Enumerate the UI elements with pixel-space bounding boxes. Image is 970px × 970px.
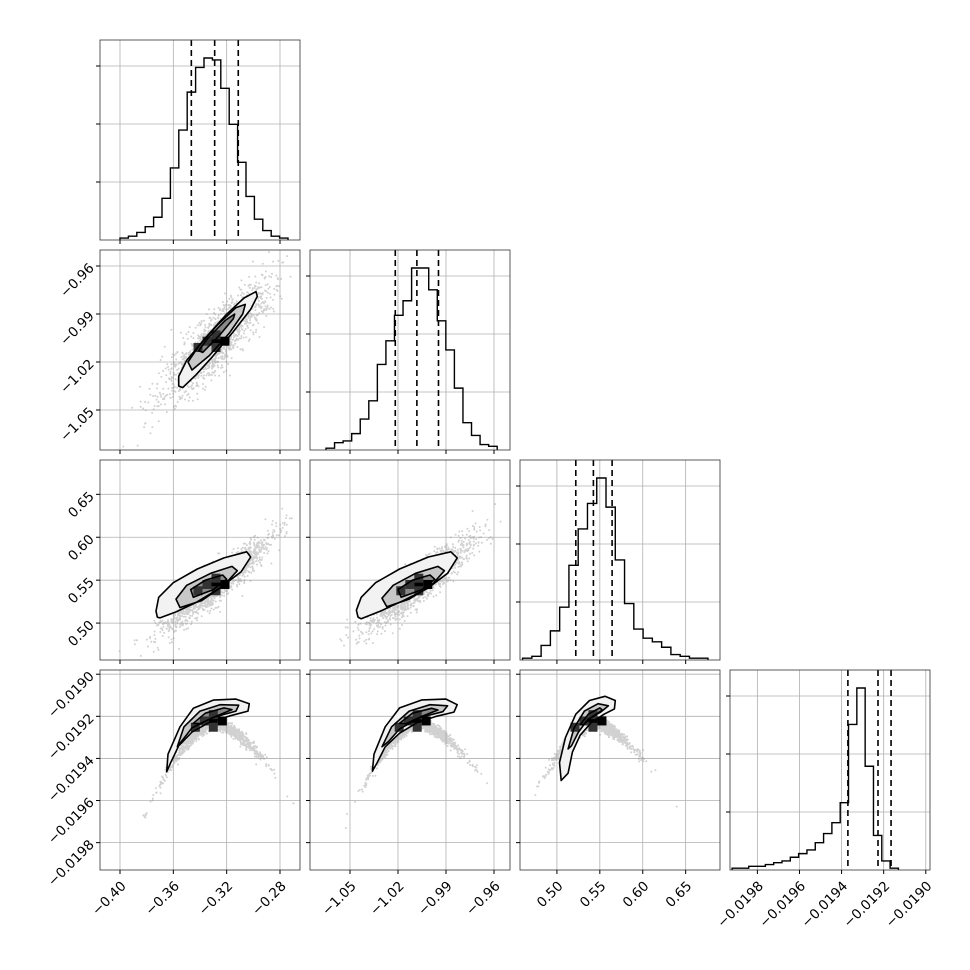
histogram-step: [119, 57, 289, 240]
density-core: [394, 710, 431, 732]
density-cell: [421, 716, 431, 726]
x-tick-label: 0.50: [534, 878, 567, 911]
density-cell: [394, 722, 404, 732]
scatter-panel-2-0: [96, 459, 301, 664]
y-tick-label: 0.65: [65, 489, 98, 522]
density-cell: [211, 573, 221, 583]
histogram-step: [731, 687, 900, 870]
y-tick-label: −1.02: [57, 356, 98, 397]
contour-line: [165, 698, 251, 773]
x-tick-label: −0.96: [463, 878, 504, 919]
hist-panel-3: [726, 669, 931, 874]
density-cell: [588, 710, 598, 720]
density-cell: [412, 722, 422, 732]
contour-line: [192, 707, 233, 725]
density-cell: [217, 716, 227, 726]
x-tick-label: −0.36: [142, 878, 183, 919]
axes-frame: [309, 249, 511, 451]
x-tick-label: −1.05: [319, 878, 360, 919]
contour-line: [355, 551, 458, 620]
contour-line: [381, 703, 449, 748]
y-tick-label: −1.05: [57, 404, 98, 445]
contour-line: [398, 707, 439, 725]
panel-content: [339, 503, 502, 647]
contour-line: [176, 703, 240, 748]
panel-content: [118, 503, 300, 657]
density-cell: [211, 330, 221, 340]
density-cell: [412, 710, 422, 720]
histogram-step: [325, 267, 498, 450]
x-tick-label: −0.99: [415, 878, 456, 919]
axes-frame: [99, 249, 301, 451]
hist-panel-0: [96, 39, 301, 244]
axes-frame: [99, 459, 301, 661]
axes-frame: [309, 459, 511, 661]
x-tick-label: −0.32: [196, 878, 237, 919]
panel-content: [122, 251, 300, 448]
y-tick-label: −0.0190: [45, 669, 98, 722]
axes-frame: [99, 669, 301, 871]
x-tick-label: −1.02: [367, 878, 408, 919]
contour-line: [567, 702, 610, 750]
contour-line: [175, 565, 239, 609]
x-tick-label: 0.60: [620, 878, 653, 911]
x-tick-label: −0.40: [89, 878, 130, 919]
panel-content: [534, 695, 678, 808]
scatter-panel-3-1: [306, 669, 511, 874]
density-cell: [202, 336, 212, 346]
density-cell: [211, 336, 221, 346]
contour-line: [579, 707, 604, 726]
x-tick-label: 0.65: [663, 878, 696, 911]
density-fill: [372, 699, 458, 772]
scatter-panel-1-0: [96, 249, 301, 454]
density-cell: [412, 716, 422, 726]
y-tick-label: 0.60: [65, 532, 98, 565]
x-tick-label: −0.28: [249, 878, 290, 919]
x-tick-label: 0.55: [577, 878, 610, 911]
density-cell: [208, 722, 218, 732]
density-cell: [193, 586, 203, 596]
density-cell: [403, 716, 413, 726]
y-tick-label: 0.55: [65, 575, 98, 608]
contour-line: [397, 574, 436, 599]
axes-frame: [309, 669, 511, 871]
contour-line: [155, 551, 252, 619]
scatter-panel-2-1: [306, 459, 511, 664]
y-tick-label: −0.99: [57, 308, 98, 349]
contour-line: [197, 313, 236, 354]
scatter-points: [142, 711, 295, 819]
density-cell: [405, 579, 415, 589]
density-cell: [208, 710, 218, 720]
density-cell: [414, 579, 424, 589]
axes-frame: [729, 669, 931, 871]
density-cell: [588, 722, 598, 732]
scatter-panel-3-2: [516, 669, 721, 874]
contour-line: [189, 574, 228, 599]
scatter-panel-3-0: [96, 669, 301, 874]
contour-line: [371, 698, 458, 772]
contour-line: [177, 290, 259, 389]
contour-line: [381, 565, 446, 608]
density-cell: [396, 586, 406, 596]
density-cell: [211, 579, 221, 589]
contour-line: [187, 303, 247, 371]
histogram-step: [521, 477, 709, 660]
axes-frame: [99, 39, 301, 241]
y-tick-label: −0.96: [57, 260, 98, 301]
density-cell: [202, 579, 212, 589]
panel-content: [344, 698, 489, 829]
axes-frame: [519, 459, 721, 661]
hist-panel-2: [516, 459, 721, 664]
contour-line: [558, 695, 617, 782]
hist-panel-1: [306, 249, 511, 454]
density-cell: [597, 716, 607, 726]
y-tick-label: 0.50: [65, 617, 98, 650]
axes-frame: [519, 669, 721, 871]
density-cell: [190, 722, 200, 732]
panel-content: [142, 698, 295, 819]
x-tick-label: −0.0190: [883, 878, 936, 931]
